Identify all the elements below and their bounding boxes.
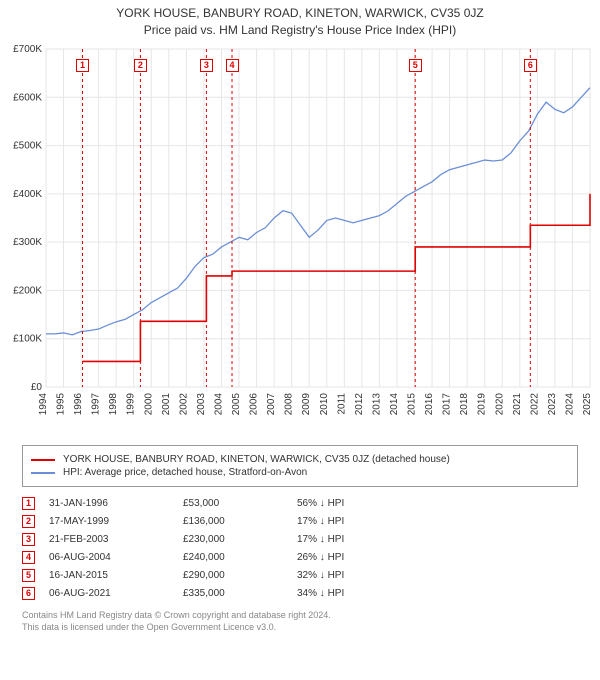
svg-text:1996: 1996 — [73, 393, 84, 416]
svg-text:1997: 1997 — [91, 393, 102, 416]
svg-text:2000: 2000 — [143, 393, 154, 416]
legend-label: HPI: Average price, detached house, Stra… — [63, 467, 307, 478]
row-marker: 6 — [22, 587, 35, 600]
row-price: £240,000 — [183, 552, 283, 563]
svg-text:2016: 2016 — [424, 393, 435, 416]
attribution-line1: Contains HM Land Registry data © Crown c… — [22, 610, 578, 622]
chart-marker-6: 6 — [524, 59, 537, 72]
page-title: YORK HOUSE, BANBURY ROAD, KINETON, WARWI… — [0, 6, 600, 20]
svg-text:1995: 1995 — [56, 393, 67, 416]
chart-marker-1: 1 — [76, 59, 89, 72]
table-row: 2 17-MAY-1999 £136,000 17% ↓ HPI — [22, 515, 578, 528]
svg-text:£300K: £300K — [13, 237, 42, 248]
row-price: £136,000 — [183, 516, 283, 527]
svg-text:2002: 2002 — [178, 393, 189, 416]
legend-item: YORK HOUSE, BANBURY ROAD, KINETON, WARWI… — [31, 454, 569, 465]
row-marker: 4 — [22, 551, 35, 564]
transactions-table: 1 31-JAN-1996 £53,000 56% ↓ HPI 2 17-MAY-1999… — [22, 497, 578, 600]
row-date: 17-MAY-1999 — [49, 516, 169, 527]
attribution: Contains HM Land Registry data © Crown c… — [22, 610, 578, 633]
row-date: 06-AUG-2021 — [49, 588, 169, 599]
legend: YORK HOUSE, BANBURY ROAD, KINETON, WARWI… — [22, 445, 578, 487]
svg-text:2024: 2024 — [564, 393, 575, 416]
svg-text:2007: 2007 — [266, 393, 277, 416]
row-diff: 17% ↓ HPI — [297, 516, 397, 527]
svg-text:2006: 2006 — [249, 393, 260, 416]
svg-text:2013: 2013 — [371, 393, 382, 416]
row-date: 31-JAN-1996 — [49, 498, 169, 509]
svg-text:£200K: £200K — [13, 285, 42, 296]
row-diff: 17% ↓ HPI — [297, 534, 397, 545]
svg-text:£500K: £500K — [13, 141, 42, 152]
chart-marker-2: 2 — [134, 59, 147, 72]
row-diff: 56% ↓ HPI — [297, 498, 397, 509]
chart-svg: £0 £100K £200K £300K £400K £500K £600K £700K 199… — [0, 37, 600, 437]
svg-text:2012: 2012 — [354, 393, 365, 416]
svg-text:2023: 2023 — [547, 393, 558, 416]
row-diff: 34% ↓ HPI — [297, 588, 397, 599]
table-row: 5 16-JAN-2015 £290,000 32% ↓ HPI — [22, 569, 578, 582]
legend-item: HPI: Average price, detached house, Stra… — [31, 467, 569, 478]
svg-text:£600K: £600K — [13, 92, 42, 103]
legend-swatch — [31, 459, 55, 461]
svg-text:£0: £0 — [31, 382, 43, 393]
row-marker: 3 — [22, 533, 35, 546]
price-chart: £0 £100K £200K £300K £400K £500K £600K £700K 199… — [0, 37, 600, 437]
chart-marker-4: 4 — [226, 59, 239, 72]
svg-text:£100K: £100K — [13, 334, 42, 345]
table-row: 3 21-FEB-2003 £230,000 17% ↓ HPI — [22, 533, 578, 546]
svg-text:£400K: £400K — [13, 189, 42, 200]
row-diff: 26% ↓ HPI — [297, 552, 397, 563]
svg-text:2025: 2025 — [582, 393, 593, 416]
svg-text:2014: 2014 — [389, 393, 400, 416]
legend-swatch — [31, 472, 55, 474]
row-price: £230,000 — [183, 534, 283, 545]
svg-text:2022: 2022 — [529, 393, 540, 416]
table-row: 4 06-AUG-2004 £240,000 26% ↓ HPI — [22, 551, 578, 564]
svg-text:2019: 2019 — [477, 393, 488, 416]
svg-text:£700K: £700K — [13, 44, 42, 55]
svg-text:2015: 2015 — [407, 393, 418, 416]
svg-text:2018: 2018 — [459, 393, 470, 416]
row-price: £53,000 — [183, 498, 283, 509]
row-diff: 32% ↓ HPI — [297, 570, 397, 581]
chart-marker-3: 3 — [200, 59, 213, 72]
svg-text:2017: 2017 — [442, 393, 453, 416]
row-date: 21-FEB-2003 — [49, 534, 169, 545]
svg-text:1994: 1994 — [38, 393, 49, 416]
svg-text:2010: 2010 — [319, 393, 330, 416]
svg-text:2005: 2005 — [231, 393, 242, 416]
table-row: 1 31-JAN-1996 £53,000 56% ↓ HPI — [22, 497, 578, 510]
row-marker: 2 — [22, 515, 35, 528]
row-price: £290,000 — [183, 570, 283, 581]
row-marker: 5 — [22, 569, 35, 582]
svg-text:2008: 2008 — [284, 393, 295, 416]
svg-text:2011: 2011 — [336, 393, 347, 415]
svg-text:2021: 2021 — [512, 393, 523, 416]
attribution-line2: This data is licensed under the Open Gov… — [22, 622, 578, 634]
legend-label: YORK HOUSE, BANBURY ROAD, KINETON, WARWI… — [63, 454, 450, 465]
svg-text:1999: 1999 — [126, 393, 137, 416]
row-date: 06-AUG-2004 — [49, 552, 169, 563]
chart-marker-5: 5 — [409, 59, 422, 72]
svg-text:2009: 2009 — [301, 393, 312, 416]
svg-text:2001: 2001 — [161, 393, 172, 416]
svg-text:2020: 2020 — [494, 393, 505, 416]
row-marker: 1 — [22, 497, 35, 510]
row-price: £335,000 — [183, 588, 283, 599]
page-subtitle: Price paid vs. HM Land Registry's House … — [0, 23, 600, 37]
table-row: 6 06-AUG-2021 £335,000 34% ↓ HPI — [22, 587, 578, 600]
svg-text:1998: 1998 — [108, 393, 119, 416]
svg-text:2004: 2004 — [213, 393, 224, 416]
row-date: 16-JAN-2015 — [49, 570, 169, 581]
svg-text:2003: 2003 — [196, 393, 207, 416]
